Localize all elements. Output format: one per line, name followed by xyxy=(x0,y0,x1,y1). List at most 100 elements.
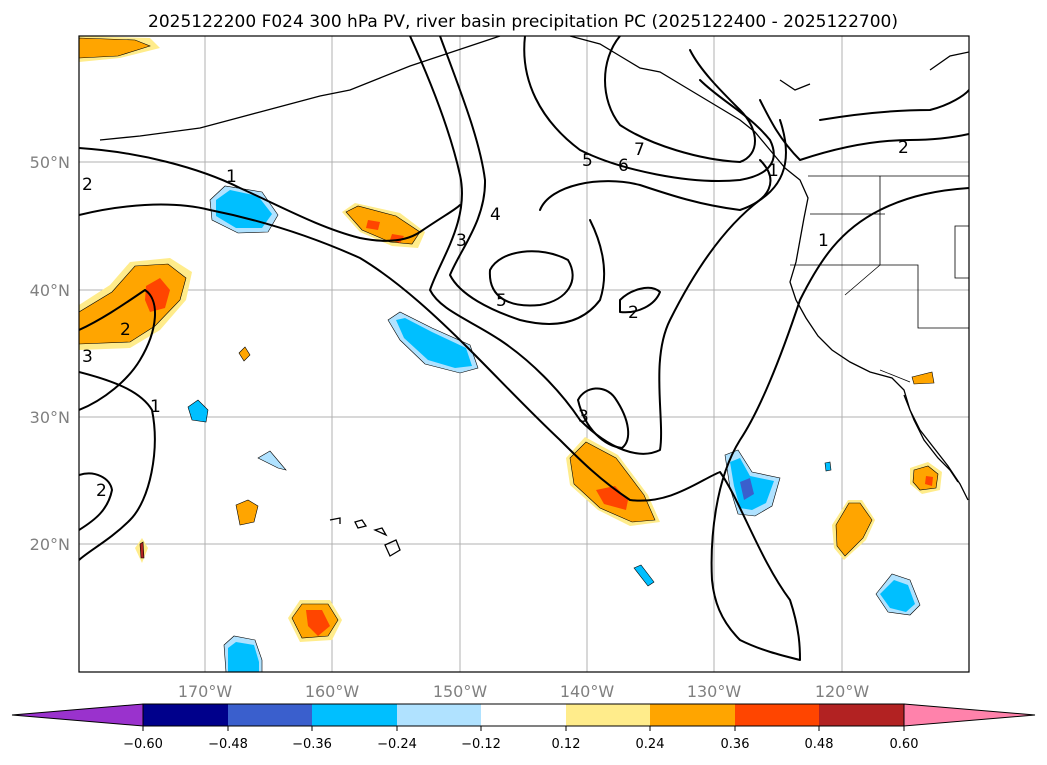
pv-contour-1c xyxy=(819,89,969,121)
colorbar-segment xyxy=(735,704,819,726)
colorbar-tick-label: 0.12 xyxy=(552,737,581,752)
contour-label: 1 xyxy=(818,231,829,251)
contour-label: 1 xyxy=(150,397,161,417)
pv-contour-5a xyxy=(488,250,574,307)
colorbar-segment xyxy=(228,704,312,726)
pv-contour-labels: 1 2 2 3 3 4 5 5 6 7 1 2 1 2 3 1 2 xyxy=(82,138,909,501)
graticule xyxy=(79,36,969,672)
colorbar-segment xyxy=(312,704,397,726)
colorbar-tick-label: 0.36 xyxy=(721,737,750,752)
precip-positive-core xyxy=(925,476,933,486)
contour-label: 7 xyxy=(634,140,645,160)
precip-positive-region xyxy=(79,37,151,59)
pv-contour-3 xyxy=(79,289,156,411)
pv-contours xyxy=(79,36,969,661)
contour-label: 5 xyxy=(582,151,593,171)
colorbar-extend-high xyxy=(903,703,1036,727)
pv-contour-1 xyxy=(79,147,461,242)
coastline-fragment xyxy=(929,51,969,71)
colorbar-tick-label: −0.60 xyxy=(123,737,163,752)
colorbar-segment xyxy=(397,704,481,726)
precip-positive-core xyxy=(306,610,330,636)
colorbar-segment xyxy=(819,704,904,726)
us-state-border xyxy=(954,225,969,279)
map-frame xyxy=(78,35,970,673)
precip-positive-region xyxy=(911,371,935,385)
colorbar-segment xyxy=(566,704,650,726)
colorbar-tick-label: 0.24 xyxy=(636,737,665,752)
lat-label: 40°N xyxy=(30,281,70,300)
colorbar-outline xyxy=(142,703,905,727)
contour-label: 2 xyxy=(120,320,131,340)
us-state-border xyxy=(844,264,881,296)
colorbar-tick-label: 0.48 xyxy=(805,737,834,752)
contour-label: 4 xyxy=(490,205,501,225)
contour-label: 2 xyxy=(96,481,107,501)
colorbar-tick-label: −0.12 xyxy=(461,737,501,752)
pv-contour-2b xyxy=(79,472,113,531)
map-panel: 1 2 2 3 3 4 5 5 6 7 1 2 1 2 3 1 2 xyxy=(78,35,970,673)
precip-positive-region xyxy=(569,441,656,523)
precip-negative-core xyxy=(396,318,472,368)
contour-label: 5 xyxy=(496,291,507,311)
pv-contour-5 xyxy=(539,159,772,211)
lon-label: 150°W xyxy=(433,682,488,701)
coastlines xyxy=(99,36,969,557)
precip-positive-region xyxy=(345,205,421,245)
pv-contour-7 xyxy=(604,36,756,163)
precip-shading xyxy=(79,36,942,672)
precip-positive-region xyxy=(235,499,259,526)
longitude-labels: 170°W 160°W 150°W 140°W 130°W 120°W xyxy=(178,682,870,701)
contour-label: 2 xyxy=(628,303,639,323)
colorbar-extend-low xyxy=(11,703,144,727)
map-background xyxy=(79,36,969,672)
alaska-aleutian-coastline xyxy=(99,36,501,141)
hawaii-coastline xyxy=(354,519,368,529)
contour-label: 2 xyxy=(898,138,909,158)
pv-contour-2 xyxy=(79,187,969,661)
us-mexico-border xyxy=(879,369,911,383)
lat-label: 50°N xyxy=(30,153,70,172)
colorbar-tick-labels: −0.60 −0.48 −0.36 −0.24 −0.12 0.12 0.24 … xyxy=(123,737,918,752)
pv-contour-2c xyxy=(619,286,661,314)
lon-label: 160°W xyxy=(305,682,360,701)
precip-negative-core xyxy=(880,580,915,612)
contour-label: 3 xyxy=(82,347,93,367)
precip-negative-core xyxy=(228,642,259,672)
pv-contour-1b xyxy=(79,371,156,561)
precip-positive-core xyxy=(145,278,170,312)
colorbar: −0.60 −0.48 −0.36 −0.24 −0.12 0.12 0.24 … xyxy=(11,703,1036,752)
figure-title: 2025122200 F024 300 hPa PV, river basin … xyxy=(148,12,898,32)
contour-label: 1 xyxy=(768,161,779,181)
colorbar-tick-label: −0.24 xyxy=(377,737,417,752)
precip-negative-region xyxy=(257,450,287,471)
precip-negative-core xyxy=(740,478,754,500)
colorbar-segment xyxy=(650,704,735,726)
precip-negative-region xyxy=(187,399,209,423)
colorbar-tick-label: −0.48 xyxy=(208,737,248,752)
pv-contour-4 xyxy=(439,36,606,325)
contour-label: 1 xyxy=(226,167,237,187)
pv-contour-3b xyxy=(409,36,787,455)
precip-positive-core xyxy=(366,220,380,230)
lon-label: 140°W xyxy=(560,682,615,701)
colorbar-ticks xyxy=(142,726,905,731)
coastline-fragment xyxy=(779,79,811,91)
lon-label: 130°W xyxy=(687,682,742,701)
precip-positive-region xyxy=(835,502,873,557)
pv-contour-6 xyxy=(523,36,775,182)
hawaii-coastline xyxy=(384,539,401,557)
lon-label: 170°W xyxy=(178,682,233,701)
pv-contour-2d xyxy=(759,99,969,161)
hawaii-coastline xyxy=(373,527,388,537)
political-borders xyxy=(790,175,969,383)
precip-negative-core xyxy=(730,458,774,510)
precip-negative-region xyxy=(633,564,655,587)
precip-negative-core xyxy=(216,190,272,228)
baja-california-coastline xyxy=(903,394,959,483)
precip-positive-region xyxy=(238,346,251,362)
lat-label: 20°N xyxy=(30,535,70,554)
contour-label: 3 xyxy=(578,407,589,427)
precip-negative-region xyxy=(824,461,832,472)
